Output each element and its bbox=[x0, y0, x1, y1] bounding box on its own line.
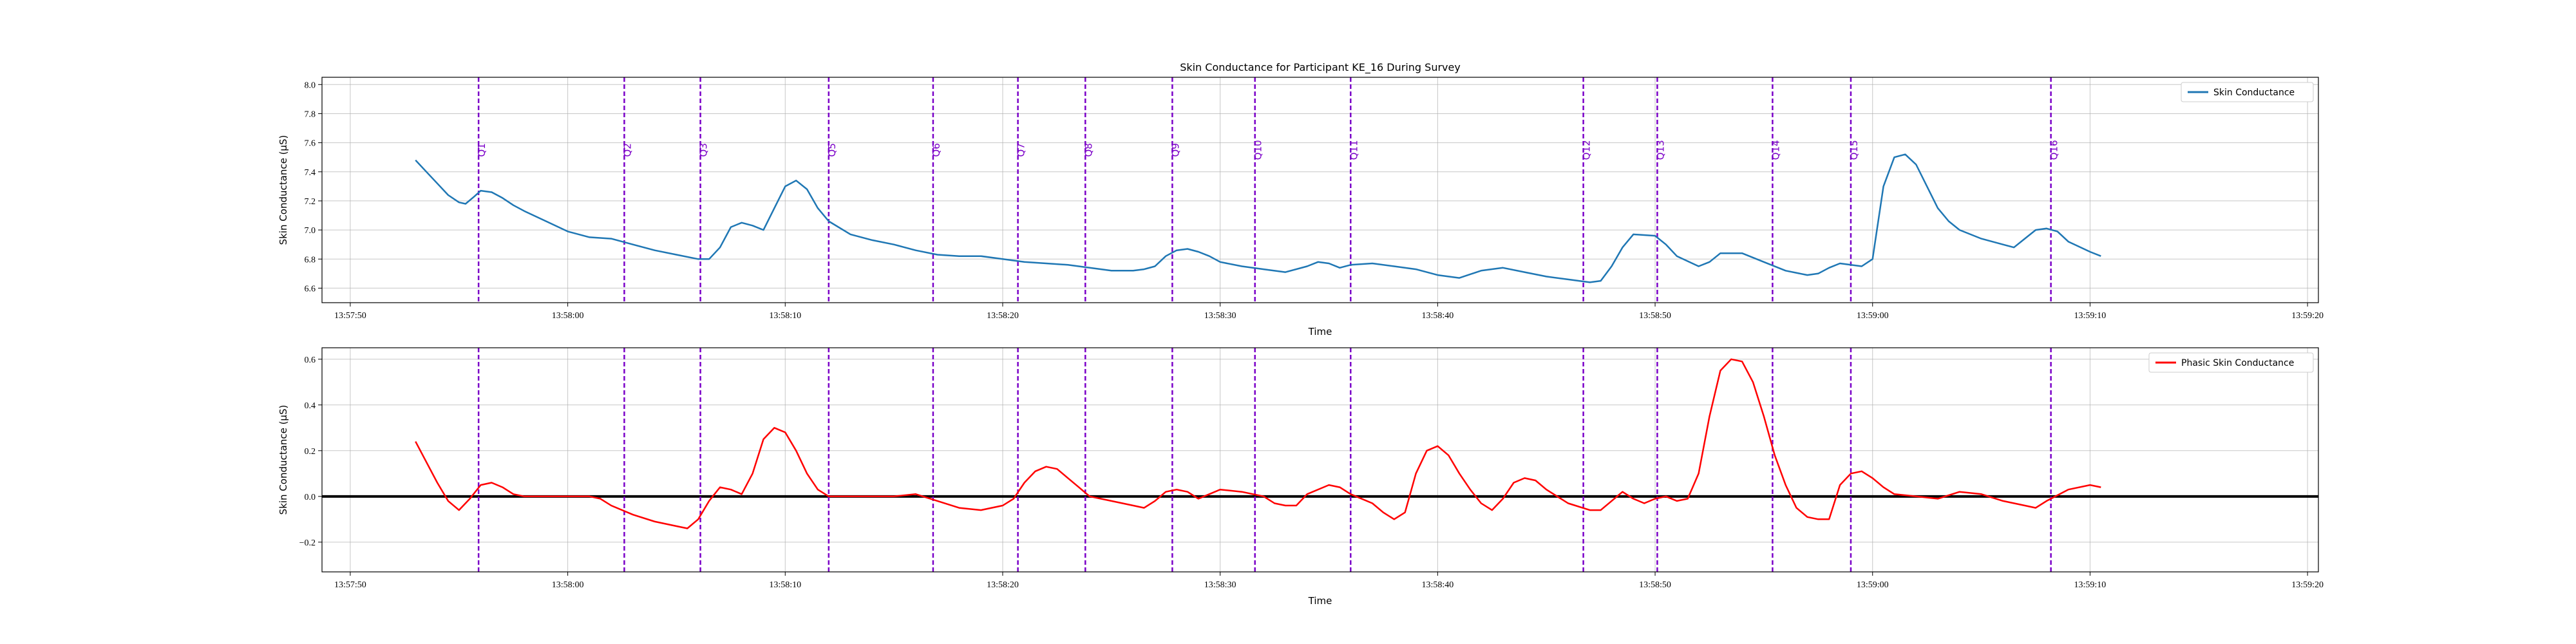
x-tick-label: 13:58:30 bbox=[1204, 580, 1236, 590]
axes-frame bbox=[321, 77, 2319, 303]
x-tick-label: 13:58:40 bbox=[1421, 580, 1454, 590]
plot-area bbox=[322, 348, 2318, 572]
question-marker-label: Q5 bbox=[826, 143, 838, 156]
x-tick-label: 13:58:50 bbox=[1639, 580, 1671, 590]
question-marker-label: Q1 bbox=[476, 143, 488, 156]
y-axis-label: Skin Conductance (µS) bbox=[278, 135, 289, 245]
x-tick-label: 13:59:00 bbox=[1857, 311, 1889, 321]
legend-box bbox=[2148, 352, 2314, 373]
y-tick-label: 7.6 bbox=[305, 139, 316, 149]
series-line bbox=[415, 358, 2101, 529]
y-tick-label: −0.2 bbox=[299, 538, 316, 548]
x-tick-label: 13:58:00 bbox=[552, 311, 584, 321]
question-marker-label: Q16 bbox=[2049, 140, 2060, 160]
question-marker-label: Q14 bbox=[1770, 140, 1781, 160]
legend-label: Skin Conductance bbox=[2213, 88, 2295, 98]
question-marker-label: Q11 bbox=[1348, 140, 1359, 160]
phasic-panel: 13:57:50 13:58:00 13:58:10 13:58:20 13:58:30… bbox=[278, 347, 2324, 607]
y-tick-label: 7.8 bbox=[305, 109, 316, 119]
x-tick-label: 13:58:50 bbox=[1639, 311, 1671, 321]
x-tick-label: 13:59:20 bbox=[2291, 580, 2324, 590]
figure-title: Skin Conductance for Participant KE_16 D… bbox=[1180, 61, 1461, 74]
x-tick-label: 13:57:50 bbox=[334, 580, 366, 590]
x-tick-label: 13:59:20 bbox=[2291, 311, 2324, 321]
y-tick-label: 8.0 bbox=[305, 80, 316, 90]
question-marker-label: Q6 bbox=[931, 143, 942, 156]
y-tick-label: 6.8 bbox=[305, 255, 316, 265]
x-tick-label: 13:59:00 bbox=[1857, 580, 1889, 590]
question-marker-label: Q13 bbox=[1654, 140, 1666, 160]
question-marker-label: Q7 bbox=[1016, 143, 1027, 156]
x-tick-label: 13:59:10 bbox=[2074, 311, 2107, 321]
series-line bbox=[415, 153, 2101, 283]
y-tick-label: 0.0 bbox=[305, 493, 316, 502]
x-tick-label: 13:58:00 bbox=[552, 580, 584, 590]
x-tick-label: 13:58:10 bbox=[769, 580, 801, 590]
question-marker-label: Q10 bbox=[1253, 140, 1264, 160]
y-tick-label: 7.0 bbox=[305, 226, 316, 236]
x-tick-label: 13:58:10 bbox=[769, 311, 801, 321]
y-tick-label: 0.6 bbox=[305, 355, 316, 365]
y-tick-label: 0.2 bbox=[305, 447, 316, 457]
x-axis-label: Time bbox=[1308, 326, 1332, 337]
legend-box bbox=[2181, 82, 2314, 102]
x-tick-label: 13:58:20 bbox=[987, 580, 1019, 590]
question-marker-label: Q12 bbox=[1581, 140, 1593, 160]
x-tick-label: 13:58:30 bbox=[1204, 311, 1236, 321]
y-tick-label: 7.4 bbox=[305, 168, 316, 178]
x-axis-label: Time bbox=[1308, 595, 1332, 607]
legend-label: Phasic Skin Conductance bbox=[2181, 358, 2294, 368]
y-tick-label: 7.2 bbox=[305, 197, 316, 207]
x-tick-label: 13:58:20 bbox=[987, 311, 1019, 321]
x-tick-label: 13:57:50 bbox=[334, 311, 366, 321]
plot-area bbox=[322, 77, 2318, 303]
question-marker-label: Q8 bbox=[1083, 143, 1094, 156]
y-axis-label: Skin Conductance (µS) bbox=[278, 405, 289, 515]
conductance-panel: Q1 Q2 Q3 Q5 Q6 Q7 Q8 Q9 Q10 Q11 Q12 Q13 Q14 Q15 Q16 13:… bbox=[278, 77, 2324, 337]
question-marker-label: Q15 bbox=[1848, 140, 1860, 160]
question-marker-label: Q2 bbox=[621, 143, 633, 156]
x-tick-label: 13:59:10 bbox=[2074, 580, 2107, 590]
x-tick-label: 13:58:40 bbox=[1421, 311, 1454, 321]
question-marker-label: Q9 bbox=[1170, 143, 1181, 156]
y-tick-label: 6.6 bbox=[305, 284, 316, 294]
axes-frame bbox=[321, 347, 2319, 573]
y-tick-label: 0.4 bbox=[305, 401, 316, 411]
question-marker-label: Q3 bbox=[698, 143, 710, 156]
